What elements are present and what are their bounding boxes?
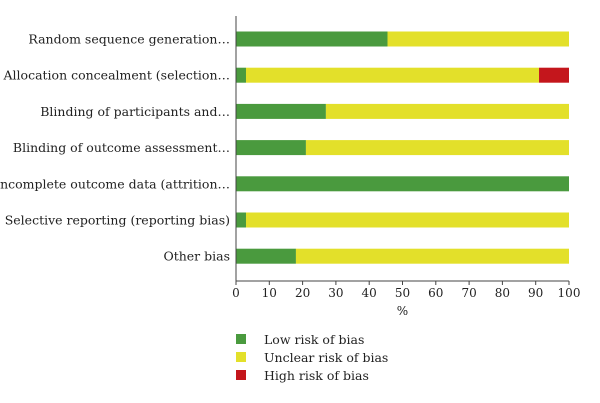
bar-segment [245,212,570,228]
bar-segment [539,67,569,83]
legend: Low risk of bias Unclear risk of bias High… [236,330,388,384]
legend-swatch [236,352,246,362]
legend-swatch [236,334,246,344]
bar-segment [236,31,388,47]
bar-segment [236,176,569,192]
bar-segment [236,212,246,228]
bar-segment [245,67,540,83]
bar-segment [325,103,569,119]
legend-label: High risk of bias [264,367,369,383]
category-label: Incomplete outcome data (attrition… [0,176,230,191]
x-tick-label: 80 [495,286,510,300]
bar-segment [236,248,296,264]
category-labels: Random sequence generation… Allocation co… [0,32,230,264]
x-tick-label: 20 [295,286,310,300]
x-tick-label: 10 [262,286,277,300]
x-tick-label: 50 [395,286,410,300]
x-tick-label: 60 [428,286,443,300]
x-tick-label: 90 [528,286,543,300]
category-label: Selective reporting (reporting bias) [5,213,230,228]
x-tick-label: 30 [328,286,343,300]
legend-swatch [236,370,246,380]
bars-layer [236,31,570,264]
bar-segment [295,248,569,264]
legend-label: Low risk of bias [264,331,365,347]
legend-label: Unclear risk of bias [264,349,389,365]
x-tick-label: 40 [362,286,377,300]
legend-item: Unclear risk of bias [236,348,388,366]
category-label: Blinding of participants and… [40,104,230,119]
x-axis: 0 10 20 30 40 50 60 70 80 90 100 [232,16,580,300]
x-tick-label: 70 [461,286,476,300]
stacked-bar-chart: Random sequence generation… Allocation co… [0,16,580,318]
category-label: Other bias [163,249,230,264]
bar-segment [236,67,246,83]
legend-item: Low risk of bias [236,330,388,348]
bar-segment [236,103,326,119]
legend-item: High risk of bias [236,366,388,384]
category-label: Allocation concealment (selection… [3,68,230,83]
x-axis-title: % [397,304,408,318]
category-label: Blinding of outcome assessment… [13,140,230,155]
bar-segment [236,140,306,156]
bar-segment [387,31,569,47]
x-tick-label: 0 [232,286,240,300]
category-label: Random sequence generation… [28,32,230,47]
x-tick-label: 100 [558,286,581,300]
bar-segment [305,140,569,156]
